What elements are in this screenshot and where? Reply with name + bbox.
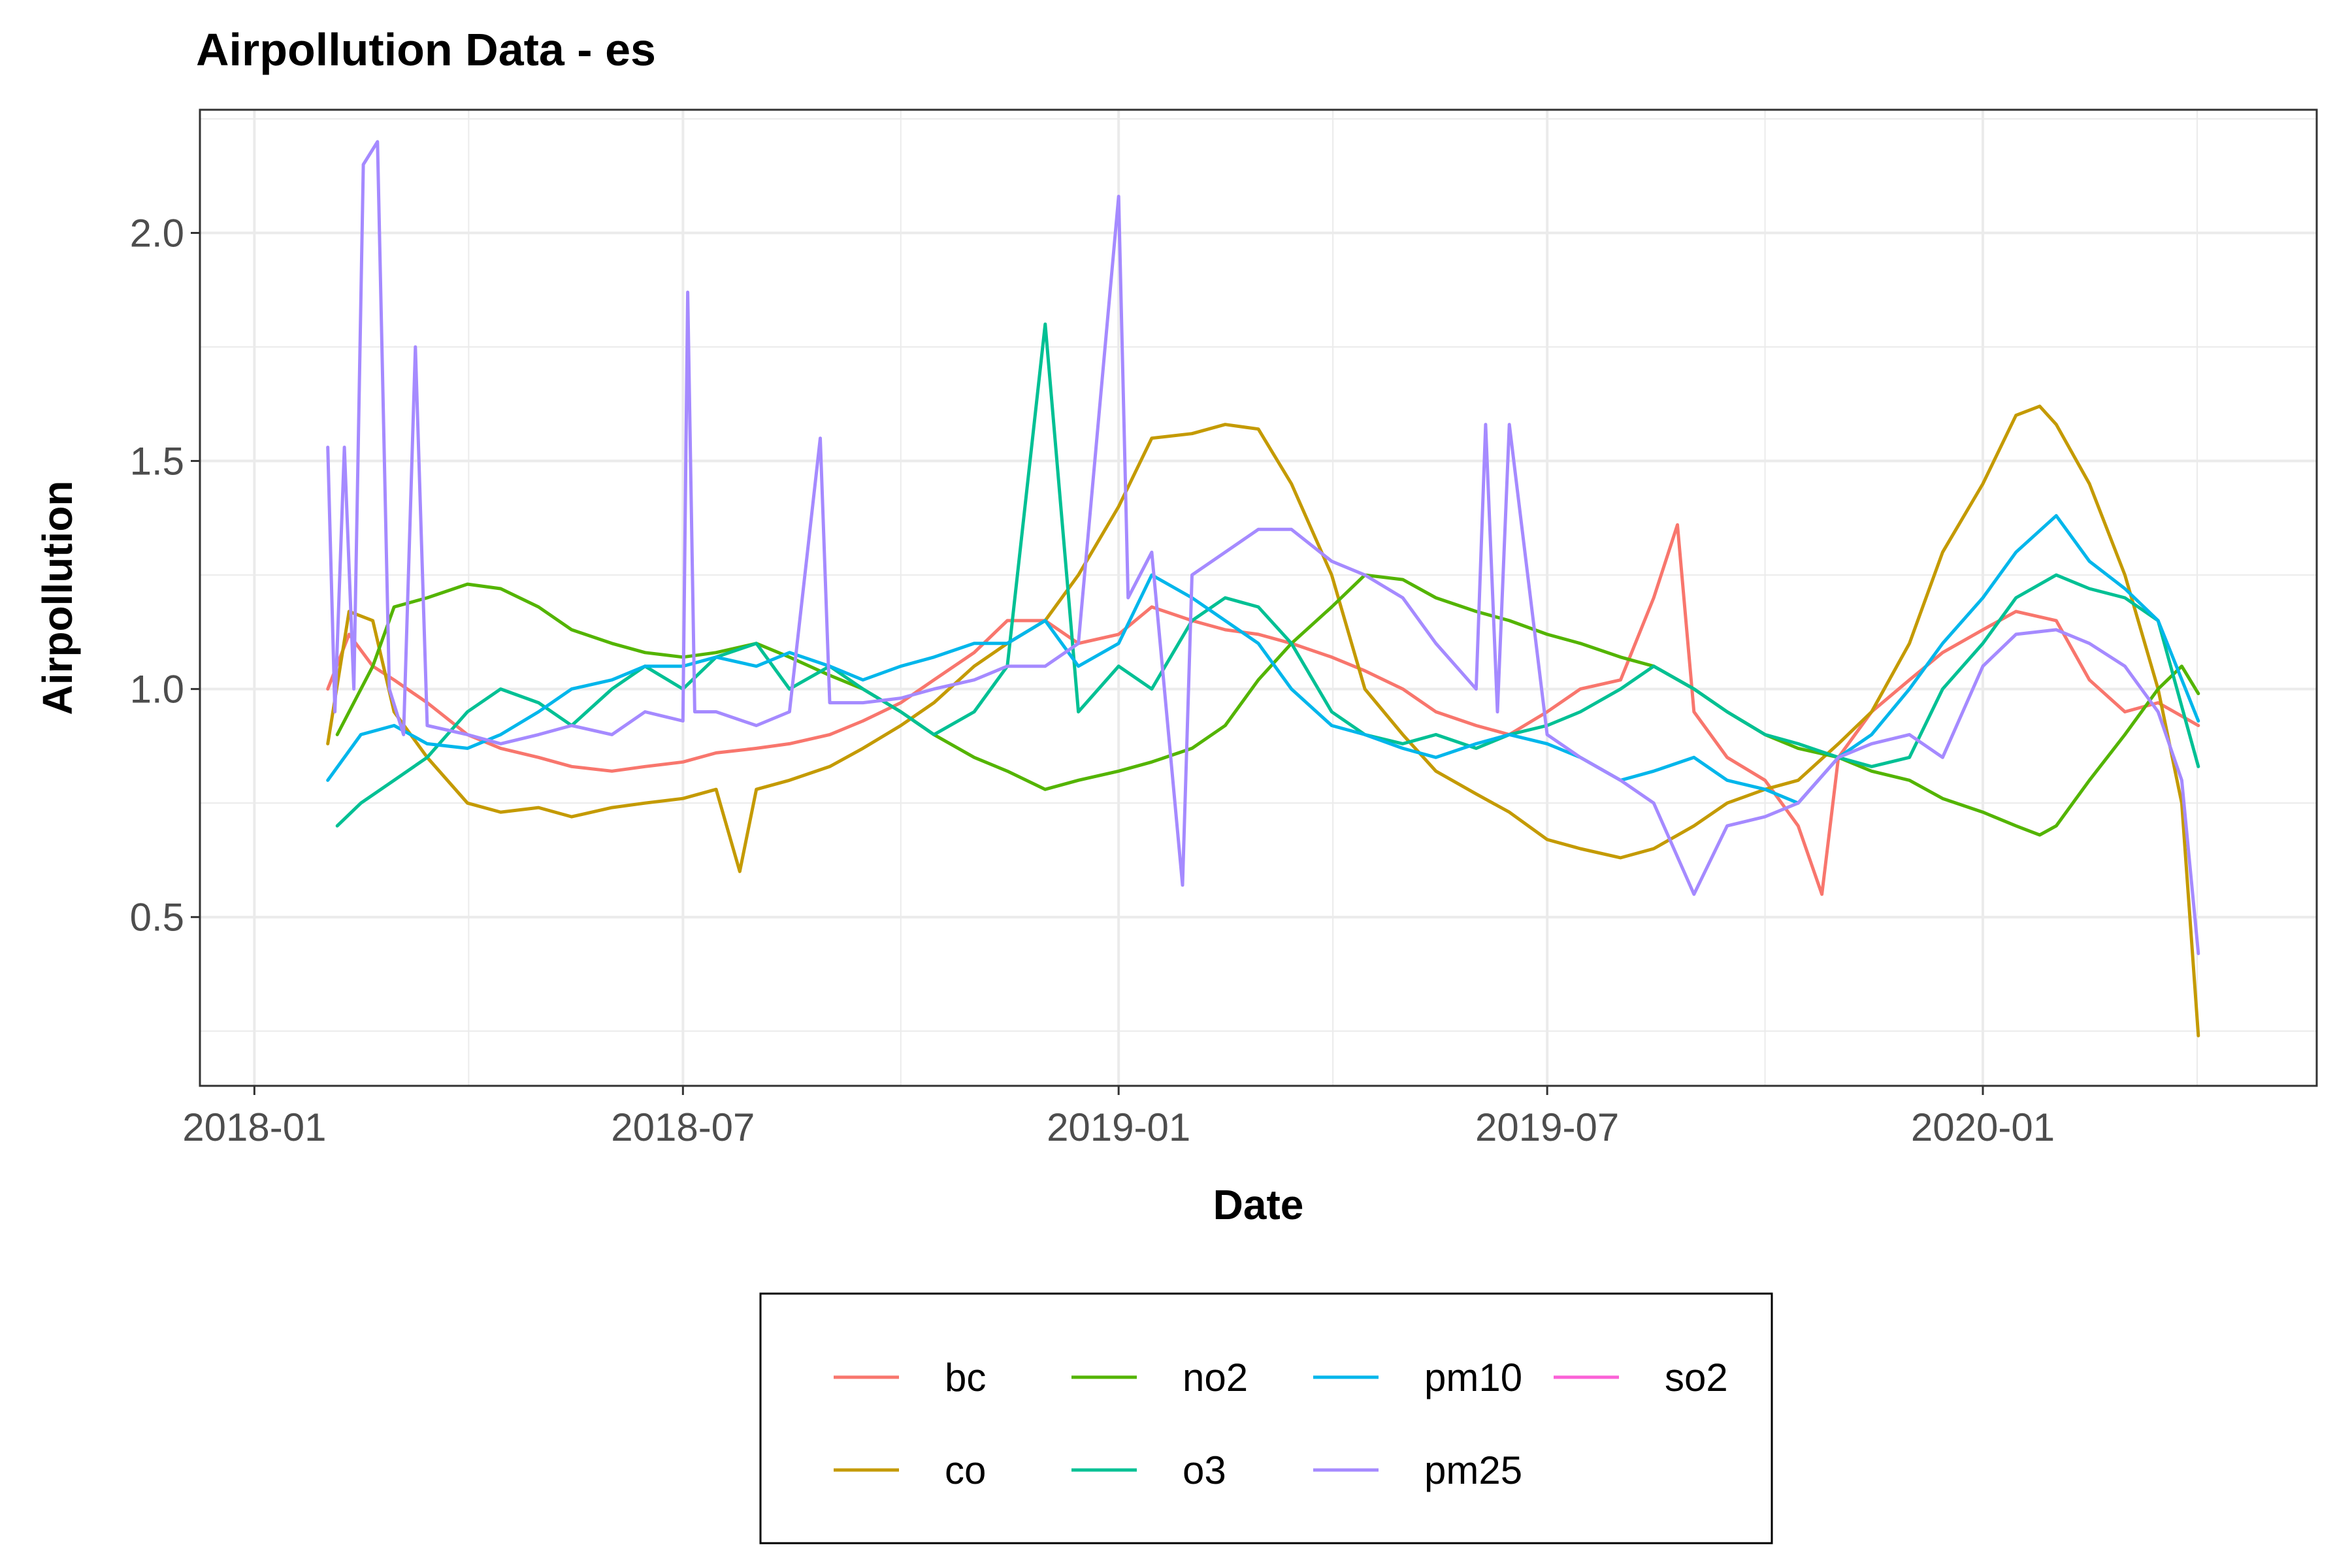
x-tick-label: 2020-01 [1911, 1105, 2055, 1149]
x-tick-label: 2019-01 [1047, 1105, 1190, 1149]
x-tick-label: 2018-01 [182, 1105, 326, 1149]
series-line-pm25 [326, 140, 2200, 955]
chart-title: Airpollution Data - es [196, 24, 656, 75]
y-axis: 0.5 1.0 1.5 2.0 [130, 211, 200, 939]
y-tick-label: 0.5 [130, 896, 184, 939]
y-tick-label: 1.0 [130, 668, 184, 711]
series-line-pm10 [326, 514, 2200, 805]
legend-label-co: co [945, 1448, 986, 1492]
y-tick-label: 1.5 [130, 440, 184, 483]
plot-border [199, 108, 2318, 1087]
y-axis-title: Airpollution [34, 480, 81, 715]
series-layer [326, 140, 2200, 1037]
series-line-o3 [335, 322, 2200, 828]
y-tick-label: 2.0 [130, 211, 184, 255]
x-axis-title: Date [1213, 1181, 1304, 1228]
legend-label-pm10: pm10 [1424, 1356, 1522, 1399]
x-tick-label: 2019-07 [1475, 1105, 1619, 1149]
legend-label-no2: no2 [1183, 1356, 1248, 1399]
legend-label-so2: so2 [1665, 1356, 1728, 1399]
legend-label-o3: o3 [1183, 1448, 1226, 1492]
grid-minor [200, 110, 2317, 1086]
x-tick-label: 2018-07 [611, 1105, 755, 1149]
x-axis: 2018-01 2018-07 2019-01 2019-07 2020-01 [182, 1086, 2055, 1149]
legend: bc co no2 o3 pm10 pm25 so2 [759, 1292, 1773, 1544]
legend-box [759, 1292, 1773, 1544]
legend-label-bc: bc [945, 1356, 986, 1399]
series-line-co [326, 404, 2200, 1037]
legend-label-pm25: pm25 [1424, 1448, 1522, 1492]
plot-panel [200, 110, 2317, 1086]
series-line-bc [326, 523, 2200, 896]
